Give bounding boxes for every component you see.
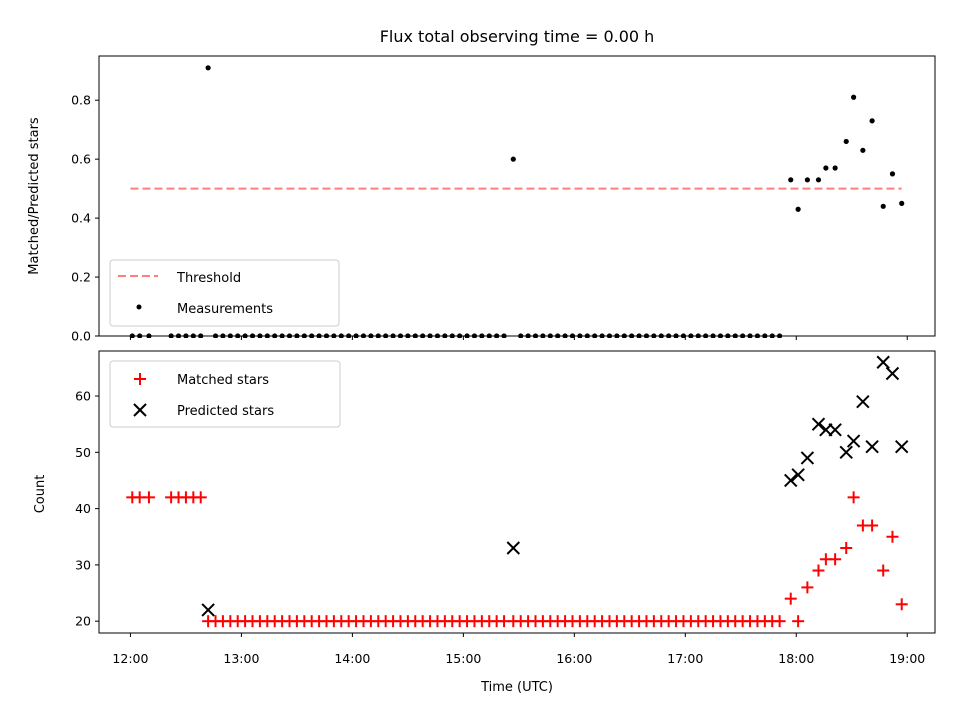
matched-star-point — [784, 592, 797, 605]
ratio-axes-frame — [98, 55, 936, 337]
predicted-star-point — [811, 417, 826, 431]
measurement-point — [788, 177, 794, 183]
predicted-star-point — [201, 603, 215, 617]
measurement-point — [804, 177, 810, 183]
count-panel: Count Time (UTC) 20 30 40 50 60 12:00 13:00 14… — [33, 350, 936, 695]
legend-measurements-swatch — [136, 304, 142, 310]
predicted-star-point — [506, 541, 521, 555]
legend-ratio: Threshold Measurements — [109, 259, 340, 327]
legend-box-ratio — [109, 259, 340, 327]
matched-star-point — [877, 564, 890, 577]
chart-title: Flux total observing time = 0.00 h — [380, 27, 655, 46]
legend-predicted-label: Predicted stars — [177, 404, 274, 419]
matched-star-point — [194, 491, 207, 504]
predicted-star-point — [784, 473, 798, 488]
matched-star-point — [886, 530, 899, 543]
measurement-point — [815, 177, 822, 183]
y-axis-label-count: Count — [33, 475, 48, 514]
matched-star-point — [773, 615, 786, 628]
x-tick-label: 14:00 — [334, 651, 370, 666]
x-tick-label: 15:00 — [445, 651, 481, 666]
predicted-star-point — [846, 434, 861, 448]
matched-star-point — [847, 491, 860, 504]
matched-star-point — [895, 598, 908, 611]
predicted-star-point — [791, 468, 805, 482]
x-tick-label: 19:00 — [889, 651, 925, 666]
predicted-star-point — [865, 439, 879, 454]
measurement-point — [851, 94, 857, 100]
measurement-point — [205, 65, 211, 71]
x-ticks-count: 12:00 13:00 14:00 15:00 16:00 17:00 18:00 19:00 — [112, 633, 925, 666]
ratio-panel: Flux total observing time = 0.00 h Match… — [27, 27, 936, 344]
y-tick-label: 50 — [75, 445, 91, 460]
x-tick-label: 18:00 — [778, 651, 814, 666]
matched-star-point — [142, 491, 155, 504]
matched-star-point — [866, 519, 879, 532]
marks-layer — [126, 355, 909, 628]
y-tick-label: 30 — [75, 557, 91, 572]
y-tick-label: 40 — [75, 501, 91, 516]
matched-star-point — [840, 542, 853, 555]
measurement-point — [843, 138, 849, 145]
y-tick-label: 0.2 — [71, 270, 91, 285]
matched-star-point — [792, 615, 805, 628]
predicted-star-point — [895, 439, 909, 454]
y-axis-label-ratio: Matched/Predicted stars — [27, 117, 42, 275]
measurement-point — [823, 165, 829, 171]
y-tick-label: 60 — [75, 389, 91, 404]
x-axis-label: Time (UTC) — [480, 680, 553, 695]
measurement-point — [889, 171, 896, 177]
predicted-star-point — [800, 451, 815, 465]
y-tick-label: 0.4 — [71, 211, 91, 226]
marks-layer — [129, 65, 905, 338]
x-tick-label: 17:00 — [667, 651, 703, 666]
legend-measurements-label: Measurements — [177, 302, 273, 317]
y-tick-label: 20 — [75, 614, 91, 629]
x-tick-label: 13:00 — [223, 651, 259, 666]
y-tick-label: 0.0 — [71, 329, 91, 344]
legend-box-count — [109, 360, 341, 428]
legend-matched-swatch — [134, 373, 146, 385]
matched-star-point — [829, 553, 842, 566]
y-tick-label: 0.8 — [71, 93, 91, 108]
y-tick-label: 0.6 — [71, 152, 91, 167]
matched-star-point — [801, 581, 814, 594]
legend-predicted-swatch — [133, 403, 147, 417]
measurement-point — [899, 200, 905, 206]
x-tick-label: 16:00 — [556, 651, 592, 666]
matched-star-point — [812, 564, 825, 577]
y-ticks-ratio: 0.0 0.2 0.4 0.6 0.8 — [71, 93, 99, 344]
measurement-point — [880, 203, 886, 209]
count-axes-frame — [98, 350, 936, 634]
ratio-marks — [129, 65, 905, 338]
predicted-star-point — [885, 366, 900, 381]
predicted-star-point — [876, 355, 890, 369]
y-ticks-count: 20 30 40 50 60 — [75, 389, 99, 629]
count-marks — [126, 355, 909, 628]
legend-matched-label: Matched stars — [177, 373, 269, 388]
x-tick-label: 12:00 — [112, 651, 148, 666]
legend-threshold-label: Threshold — [176, 271, 241, 286]
predicted-star-point — [828, 423, 842, 437]
predicted-star-point — [856, 394, 870, 409]
measurement-point — [795, 206, 801, 212]
measurement-point — [832, 165, 838, 171]
legend-count: Matched stars Predicted stars — [109, 360, 341, 428]
predicted-star-point — [839, 445, 853, 460]
measurement-point — [510, 156, 516, 162]
measurement-point — [860, 147, 866, 153]
measurement-point — [869, 118, 875, 124]
